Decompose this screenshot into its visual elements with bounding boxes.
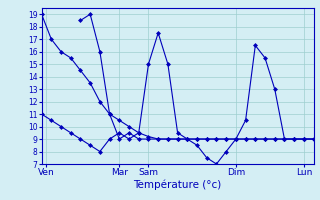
X-axis label: Température (°c): Température (°c) xyxy=(133,180,222,190)
